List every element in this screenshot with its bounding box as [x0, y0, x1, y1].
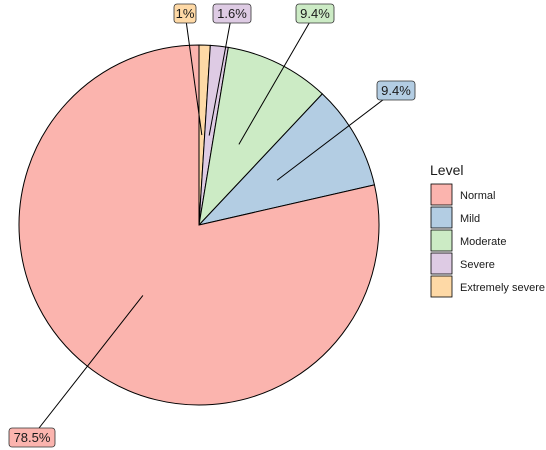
legend-item-extremely-severe: Extremely severe [430, 275, 545, 298]
legend-label: Moderate [460, 236, 506, 248]
legend-item-mild: Mild [430, 206, 480, 229]
slice-label-box [8, 427, 56, 448]
slice-label-text: 1% [176, 6, 195, 21]
legend: Level Normal Mild Moderate Severe Extremely … [430, 162, 545, 298]
pie-slice-moderate [198, 46, 324, 227]
slice-label-box [212, 3, 252, 24]
slice-label-mild: 9.4% [376, 80, 416, 101]
legend-item-moderate: Moderate [430, 229, 506, 252]
slice-labels: 78.5% 9.4% 9.4% 1.6% 1% [8, 3, 416, 448]
leader-line-normal [31, 295, 144, 438]
legend-label: Mild [460, 213, 480, 225]
legend-label: Normal [460, 190, 495, 202]
label-leaders [31, 12, 397, 438]
legend-item-normal: Normal [430, 183, 495, 206]
legend-swatch [430, 229, 453, 252]
legend-label: Extremely severe [460, 282, 545, 294]
pie-slice-normal [18, 44, 380, 406]
slice-label-extremely-severe: 1% [173, 3, 197, 24]
pie-slice-mild [197, 93, 376, 226]
slice-label-text: 9.4% [381, 83, 411, 98]
slice-label-box [173, 3, 197, 24]
legend-swatch [430, 275, 453, 298]
legend-item-severe: Severe [430, 252, 495, 275]
slice-label-text: 78.5% [14, 430, 51, 445]
slice-label-moderate: 9.4% [295, 3, 335, 24]
leader-line-severe [208, 12, 233, 136]
slice-label-text: 1.6% [217, 6, 247, 21]
legend-label: Severe [460, 259, 495, 271]
legend-swatch [430, 206, 453, 229]
leader-line-extremely-severe [184, 12, 203, 136]
leader-line-moderate [238, 12, 316, 145]
legend-swatch [430, 252, 453, 275]
slice-label-normal: 78.5% [8, 427, 56, 448]
leader-line-mild [276, 89, 397, 181]
slice-label-text: 9.4% [300, 6, 330, 21]
pie-slices [18, 44, 380, 406]
slice-label-severe: 1.6% [212, 3, 252, 24]
legend-title: Level [430, 162, 463, 178]
slice-label-box [376, 80, 416, 101]
legend-swatch [430, 183, 453, 206]
slice-label-box [295, 3, 335, 24]
